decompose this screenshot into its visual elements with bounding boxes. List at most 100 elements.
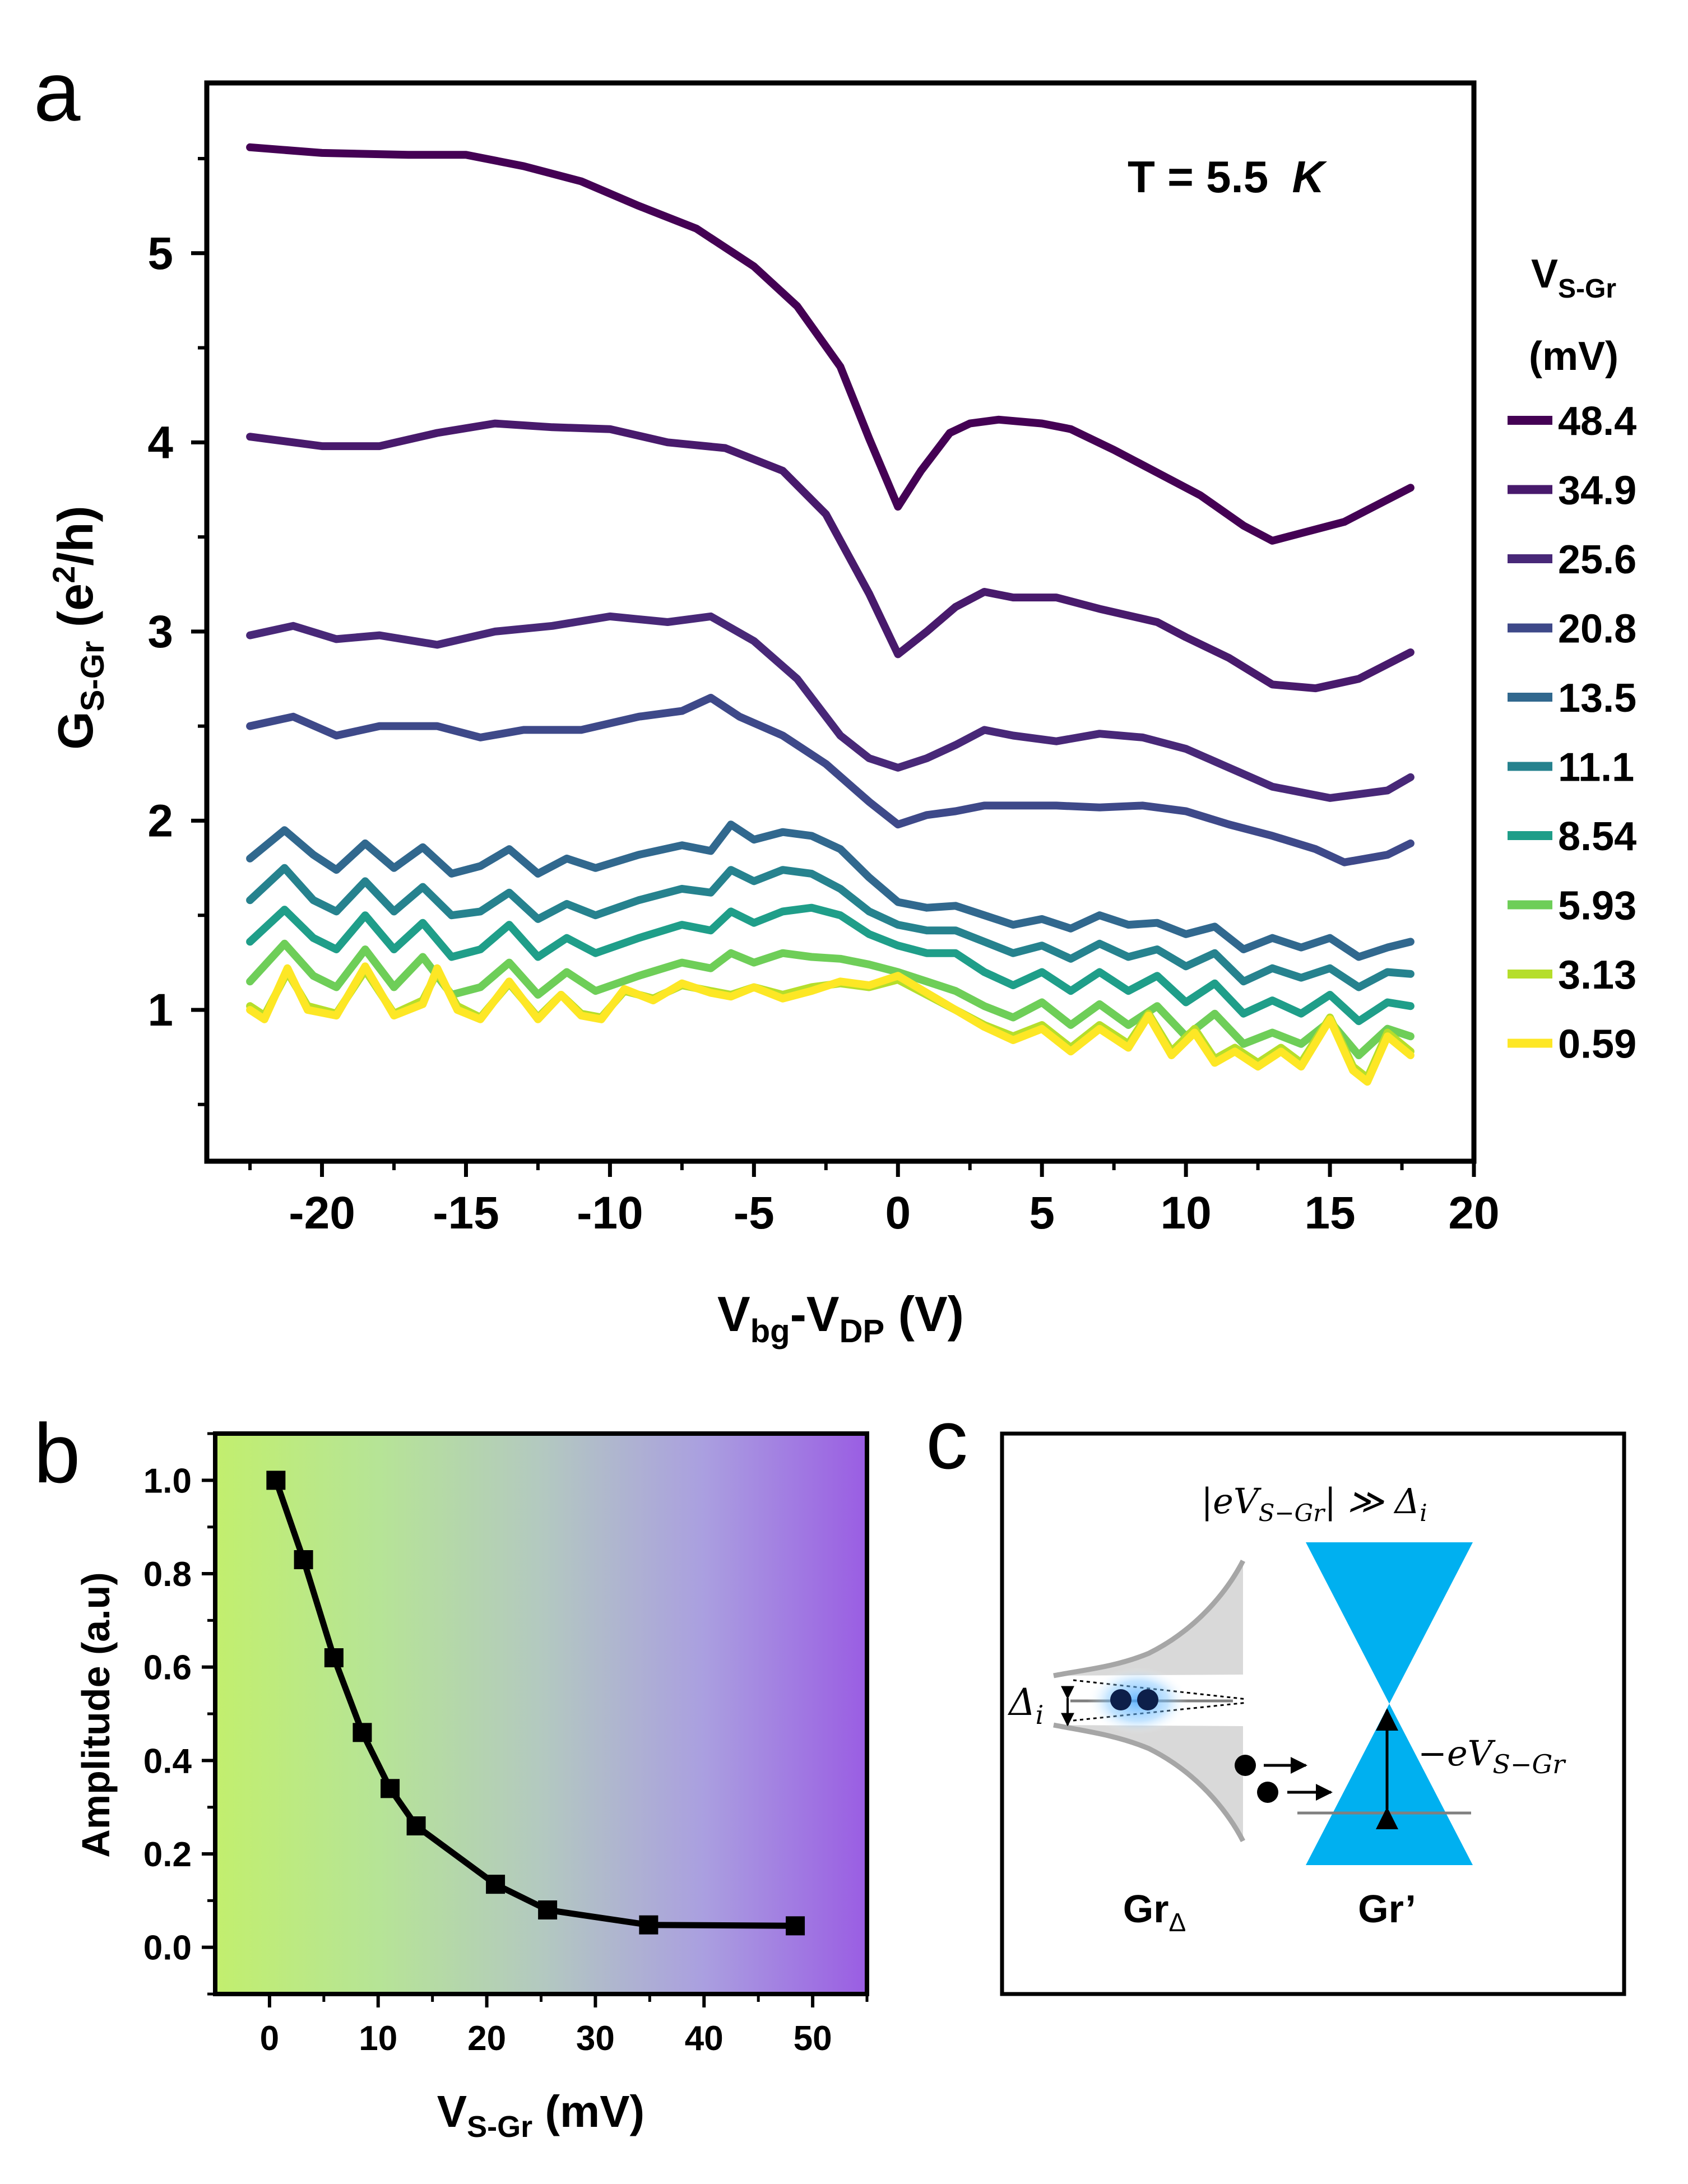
xlabel-sub-dp: DP: [840, 1313, 885, 1350]
formula-i: i: [1420, 1499, 1427, 1527]
legend-label-34.9: 34.9: [1558, 469, 1636, 513]
b-xtick-label: 20: [467, 2019, 506, 2058]
a-xtick-label: 20: [1448, 1188, 1499, 1239]
a-xtick-label: 0: [885, 1188, 911, 1239]
dos-upper-fill: [1054, 1561, 1243, 1676]
b-xlabel-v: V: [437, 2086, 467, 2136]
panel-b-tick-labels: 0 10 20 30 40 50 0.0 0.2 0.4 0.6 0.8 1.0: [143, 1462, 832, 2058]
legend-title: VS-Gr: [1531, 252, 1616, 304]
ylabel-sup: 2: [46, 566, 81, 583]
panel-c-frame: [1000, 1431, 1626, 1996]
b-marker-point: [486, 1875, 506, 1894]
a-xtick-label: 15: [1304, 1188, 1355, 1239]
series-line-25.6: [246, 612, 1415, 802]
xlabel-unit: (V): [884, 1286, 964, 1342]
panel-b-frame: [213, 1431, 869, 1996]
left-electrode-label: GrΔ: [1123, 1887, 1186, 1937]
tunneling-electron-2: [1257, 1782, 1278, 1803]
panel-label-b: b: [34, 1406, 80, 1500]
b-marker-point: [639, 1915, 658, 1935]
panel-b-ylabel: Amplitude (a.u): [74, 1572, 118, 1857]
bias-sub: S−Gr: [1492, 1749, 1566, 1779]
gap-sub: i: [1036, 1700, 1044, 1730]
panel-a-ylabel: GS-Gr (e2/h): [46, 506, 111, 750]
panel-a-tick-labels: -20 -15 -10 -5 0 5 10 15 20 1 2 3 4 5: [147, 228, 1499, 1239]
b-ytick-label: 0.8: [143, 1555, 192, 1594]
series-line-11.1: [246, 864, 1415, 991]
temperature-unit: K: [1292, 152, 1327, 202]
panel-label-c: c: [926, 1392, 968, 1486]
a-xtick-label: -10: [577, 1188, 643, 1239]
series-line-34.9: [246, 419, 1415, 693]
dos-lower-edge: [1053, 1722, 1246, 1843]
ylabel-sub: S-Gr: [75, 641, 111, 712]
b-ytick-label: 0.4: [143, 1742, 192, 1780]
ylabel-post: /h): [48, 506, 103, 566]
panel-c: c |eVS−Gr| ≫ Δi −eVS−Gr Δi: [926, 1392, 1626, 1996]
gap-label: Δi: [1007, 1681, 1044, 1730]
a-xtick-label: -15: [433, 1188, 499, 1239]
legend-label-25.6: 25.6: [1558, 537, 1636, 582]
xlabel-sub-bg: bg: [750, 1313, 790, 1350]
b-marker-point: [294, 1550, 313, 1569]
xlabel-mid: -V: [790, 1286, 840, 1342]
cooper-pair-electron-2: [1137, 1689, 1158, 1710]
b-ytick-label: 0.6: [143, 1649, 192, 1687]
a-xtick-label: -5: [734, 1188, 775, 1239]
panel-b-xlabel: VS-Gr (mV): [437, 2086, 644, 2144]
b-marker-point: [324, 1648, 344, 1667]
b-marker-point: [786, 1916, 805, 1936]
gap-delta: Δ: [1007, 1681, 1036, 1724]
series-line-20.8: [246, 694, 1415, 866]
panel-a-ticks: [191, 157, 1476, 1177]
legend-label-8.54: 8.54: [1558, 814, 1636, 859]
panel-b-curve: [273, 1479, 796, 1929]
dos-upper-edge: [1053, 1559, 1246, 1678]
a-ytick-label: 3: [147, 606, 173, 657]
b-xtick-label: 0: [260, 2019, 279, 2058]
dirac-cone-lower: [1306, 1704, 1473, 1865]
b-xtick-label: 30: [576, 2019, 615, 2058]
legend-items: 48.4 34.9 25.6 20.8 13.5 11.1 8.54 5.93 3.13 0.59: [1508, 399, 1636, 1067]
legend-label-20.8: 20.8: [1558, 607, 1636, 652]
a-xtick-label: 5: [1029, 1188, 1055, 1239]
a-ytick-label: 2: [147, 795, 173, 846]
b-marker-point: [353, 1723, 372, 1742]
temperature-value: T = 5.5: [1128, 152, 1268, 202]
series-line-48.4: [246, 143, 1415, 545]
temperature-annotation: T = 5.5 K: [1128, 152, 1327, 202]
a-ytick-label: 4: [147, 417, 173, 468]
dirac-cone-upper: [1306, 1542, 1473, 1704]
b-ytick-label: 0.0: [143, 1929, 192, 1968]
left-label-text: Gr: [1123, 1887, 1169, 1931]
dos-lower-fill: [1054, 1725, 1243, 1841]
series-line-8.54: [246, 903, 1415, 1026]
a-xtick-label: -20: [289, 1188, 355, 1239]
panel-label-a: a: [34, 44, 81, 138]
panel-a: a -20 -15 -10 -5 0 5 10 15 20 1 2 3 4 5 T = 5.5 K Vbg…: [34, 44, 1636, 1350]
xlabel-v1: V: [717, 1286, 750, 1342]
b-marker-point: [406, 1816, 426, 1835]
right-electrode-label: Gr’: [1358, 1887, 1416, 1931]
panel-b: b 0 10 20 30 40 50 0.0 0.2 0.4 0.6 0.8 1.0 VS-Gr (m…: [34, 1406, 869, 2144]
a-ytick-label: 5: [147, 228, 173, 279]
formula-left: |eV: [1201, 1481, 1262, 1522]
bias-text: −eV: [1418, 1733, 1496, 1774]
b-marker-point: [266, 1471, 286, 1490]
a-ytick-label: 1: [147, 985, 173, 1036]
b-ytick-label: 0.2: [143, 1835, 192, 1874]
legend-label-11.1: 11.1: [1558, 745, 1634, 790]
condition-formula: |eVS−Gr| ≫ Δi: [1201, 1481, 1427, 1527]
bias-label: −eVS−Gr: [1418, 1733, 1566, 1779]
left-label-sub: Δ: [1168, 1908, 1186, 1937]
legend-label-13.5: 13.5: [1558, 676, 1636, 721]
panel-a-xlabel: Vbg-VDP (V): [717, 1286, 964, 1350]
panel-a-frame: [204, 80, 1477, 1164]
legend-label-3.13: 3.13: [1558, 953, 1636, 998]
b-xtick-label: 50: [794, 2019, 832, 2058]
cooper-pair-electron-1: [1110, 1689, 1131, 1710]
ylabel-g: G: [48, 711, 103, 749]
b-marker-point: [538, 1900, 558, 1919]
series-line-0.59: [246, 962, 1415, 1086]
